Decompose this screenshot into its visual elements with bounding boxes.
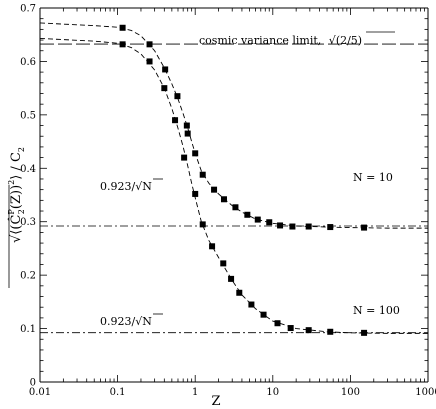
series-n10-point [361, 224, 368, 231]
annotation-n10: N = 10 [353, 171, 393, 184]
markers [119, 24, 368, 336]
series-n100-point [220, 260, 227, 267]
y-tick-label: 0.5 [20, 110, 36, 121]
series-n100-point [172, 117, 179, 124]
series-n100-point [184, 130, 191, 137]
series-n100-point [228, 275, 235, 282]
series-n10-point [199, 171, 206, 178]
x-tick-label: 100 [341, 387, 360, 398]
series-n100-point [361, 329, 368, 336]
series-n100-point [192, 190, 199, 197]
y-tick-label: 0 [30, 378, 36, 389]
series-n100-point [236, 289, 243, 296]
series-n10-point [119, 24, 126, 31]
series-n10-point [220, 196, 227, 203]
annotation-n10-limit: 0.923/√N [100, 180, 152, 193]
y-axis-title: √⟨(ĈP2(Z))2⟩ / C2 [7, 147, 26, 243]
series-n100-point [119, 41, 126, 48]
series-n10-point [305, 223, 312, 230]
series-n100-point [146, 58, 153, 65]
cosmic-variance-expr: (2/5) [336, 34, 362, 47]
series-n100-point [260, 311, 267, 318]
x-tick-label: 0.1 [110, 387, 126, 398]
series-n100-curve [39, 38, 428, 334]
annotation-n100-limit: 0.923/√N [100, 315, 152, 328]
series-n10-point [211, 186, 218, 193]
series-n10-point [244, 211, 251, 218]
series-n100-point [248, 301, 255, 308]
series-n100-point [161, 85, 168, 92]
series-n10-point [183, 122, 190, 129]
y-tick-label: 0.7 [20, 4, 36, 15]
series-n10-point [289, 223, 296, 230]
series-n100-point [199, 221, 206, 228]
reference-lines [40, 43, 428, 334]
series-n100-point [181, 154, 188, 161]
series-n10-point [146, 41, 153, 48]
series-n10-point [174, 93, 181, 100]
series-n10-point [266, 219, 273, 226]
x-axis-title: Z [211, 394, 220, 409]
annotation-n100: N = 100 [353, 304, 400, 317]
series-n10-point [277, 222, 284, 229]
x-tick-label: 1 [192, 387, 198, 398]
x-tick-label: 10 [266, 387, 279, 398]
series-n10-point [162, 66, 169, 73]
series-n100-point [209, 243, 216, 250]
y-tick-label: 0.3 [20, 217, 36, 228]
series-n100-point [274, 320, 281, 327]
y-tick-label: 0.4 [20, 164, 36, 175]
y-tick-label: 0.6 [20, 57, 36, 68]
series-n10-point [254, 216, 261, 223]
series-n100-point [327, 328, 334, 335]
series-n10-curve [39, 22, 428, 229]
annotation-cosmic-variance: cosmic variance limit, √(2/5) [199, 34, 362, 47]
series-n100-point [287, 325, 294, 332]
svg-text:√⟨(ĈP2(Z))2⟩ / C2: √⟨(ĈP2(Z))2⟩ / C2 [7, 147, 26, 243]
series-n100-point [305, 327, 312, 334]
plot-area [39, 7, 429, 383]
series-n10-point [192, 150, 199, 157]
series-n10-point [232, 204, 239, 211]
y-tick-label: 0.1 [20, 324, 36, 335]
y-tick-label: 0.2 [20, 271, 36, 282]
x-tick-label: 0.01 [29, 387, 51, 398]
series-n10-point [327, 224, 334, 231]
